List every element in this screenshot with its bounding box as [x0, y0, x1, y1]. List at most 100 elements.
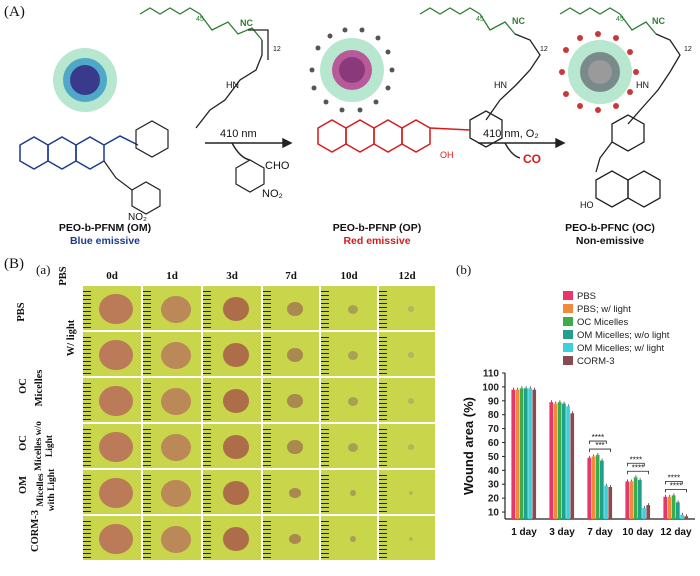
wound-photo — [320, 469, 378, 515]
backbone-3 — [595, 33, 681, 208]
bar — [646, 505, 651, 519]
bar — [629, 481, 634, 519]
scale-ruler — [143, 334, 151, 374]
day-header: 7d — [285, 270, 297, 282]
day-header: 10d — [340, 270, 358, 282]
om-no2-label: NO₂ — [128, 212, 147, 223]
wound-photo — [262, 331, 320, 377]
wound-photo — [202, 331, 262, 377]
legend-swatch — [563, 317, 573, 326]
wound-photo — [142, 285, 202, 331]
wound-photo — [262, 285, 320, 331]
wound-spot — [287, 393, 303, 409]
bar — [667, 496, 672, 519]
bar — [642, 507, 646, 519]
significance-bracket — [589, 440, 607, 445]
scale-ruler — [379, 472, 387, 512]
carbamate-nh-label-op: HN — [494, 80, 507, 90]
x-tick-label: 1 day — [511, 527, 537, 538]
compound-om: PEO-b-PFNM (OM) Blue emissive — [20, 222, 190, 248]
compound-oc-emission: Non-emissive — [575, 235, 645, 247]
wound-spot — [99, 385, 133, 417]
scale-ruler — [379, 288, 387, 328]
arrow2-label: 410 nm, O₂ — [483, 128, 539, 140]
panel-b-label: (B) — [4, 256, 24, 272]
wound-spot — [99, 431, 133, 463]
scale-ruler — [321, 380, 329, 420]
nitrile-label-op: NC — [512, 16, 525, 26]
wound-photo — [320, 423, 378, 469]
wound-spot — [350, 490, 356, 496]
row-label-text: PBS — [16, 302, 27, 322]
wound-spot — [287, 347, 303, 363]
significance-bracket — [589, 448, 611, 453]
wound-spot — [409, 491, 413, 495]
row-label-om-light: OM Micelles with Light — [14, 469, 84, 520]
wound-spot — [161, 295, 191, 323]
scale-ruler — [143, 380, 151, 420]
significance-label: **** — [630, 455, 642, 464]
row-label-text: OM — [18, 475, 29, 495]
wound-photo — [378, 515, 436, 561]
bar — [515, 389, 520, 519]
scale-ruler — [263, 426, 271, 466]
wound-photo — [82, 423, 142, 469]
wound-photo — [320, 285, 378, 331]
legend-label: CORM-3 — [577, 356, 614, 367]
wound-photo — [262, 515, 320, 561]
co-label: CO — [523, 152, 541, 166]
wound-photo — [378, 285, 436, 331]
wound-spot — [408, 444, 414, 450]
y-tick-label: 70 — [488, 424, 500, 435]
polymer-subscript-op: 12 — [540, 46, 548, 53]
scale-ruler — [263, 288, 271, 328]
bar — [625, 481, 630, 519]
wound-spot — [289, 533, 301, 545]
panel-a-label: (A) — [4, 4, 25, 20]
wound-spot — [99, 477, 133, 509]
scale-ruler — [203, 288, 211, 328]
wound-spot — [99, 339, 133, 371]
micelle-oc-graphic — [559, 31, 639, 113]
significance-bracket — [665, 480, 683, 485]
scale-ruler — [379, 380, 387, 420]
significance-label: **** — [632, 463, 644, 472]
x-tick-label: 10 day — [622, 527, 654, 538]
wound-spot — [408, 352, 414, 358]
scale-ruler — [321, 334, 329, 374]
backbone-2 — [469, 33, 541, 148]
backbone-1 — [195, 29, 269, 129]
wound-photo — [320, 515, 378, 561]
bar — [638, 480, 642, 519]
scale-ruler — [379, 426, 387, 466]
panel-b-sub-a: (a) — [36, 262, 51, 277]
bar — [680, 514, 684, 519]
micelle-op-graphic — [309, 27, 395, 113]
carbamate-nh-label-om: HN — [226, 80, 239, 90]
wound-spot — [99, 293, 133, 325]
bar — [524, 388, 528, 519]
wound-spot — [223, 297, 249, 321]
wound-spot — [350, 536, 356, 542]
scale-ruler — [203, 380, 211, 420]
compound-om-name: PEO-b-PFNM (OM) — [58, 222, 152, 234]
scale-ruler — [143, 288, 151, 328]
reaction-arrows — [205, 137, 566, 161]
row-label-corm3: CORM-3 — [20, 510, 80, 576]
wound-spot — [409, 537, 413, 541]
compound-oc-name: PEO-b-PFNC (OC) — [565, 222, 655, 234]
legend-swatch — [563, 343, 573, 352]
wound-spot — [161, 479, 191, 507]
day-header: 12d — [398, 270, 416, 282]
wound-photo — [202, 377, 262, 423]
compound-op-name: PEO-b-PFNP (OP) — [332, 222, 422, 234]
wound-spot — [223, 527, 249, 551]
bar — [570, 413, 575, 519]
wound-spot — [161, 433, 191, 461]
micelle-om-graphic — [53, 48, 117, 112]
wound-photo — [142, 515, 202, 561]
scale-ruler — [263, 472, 271, 512]
bar — [549, 402, 554, 519]
row-label-text: Micelles w/o Light — [34, 421, 55, 471]
wound-spot — [287, 301, 303, 317]
